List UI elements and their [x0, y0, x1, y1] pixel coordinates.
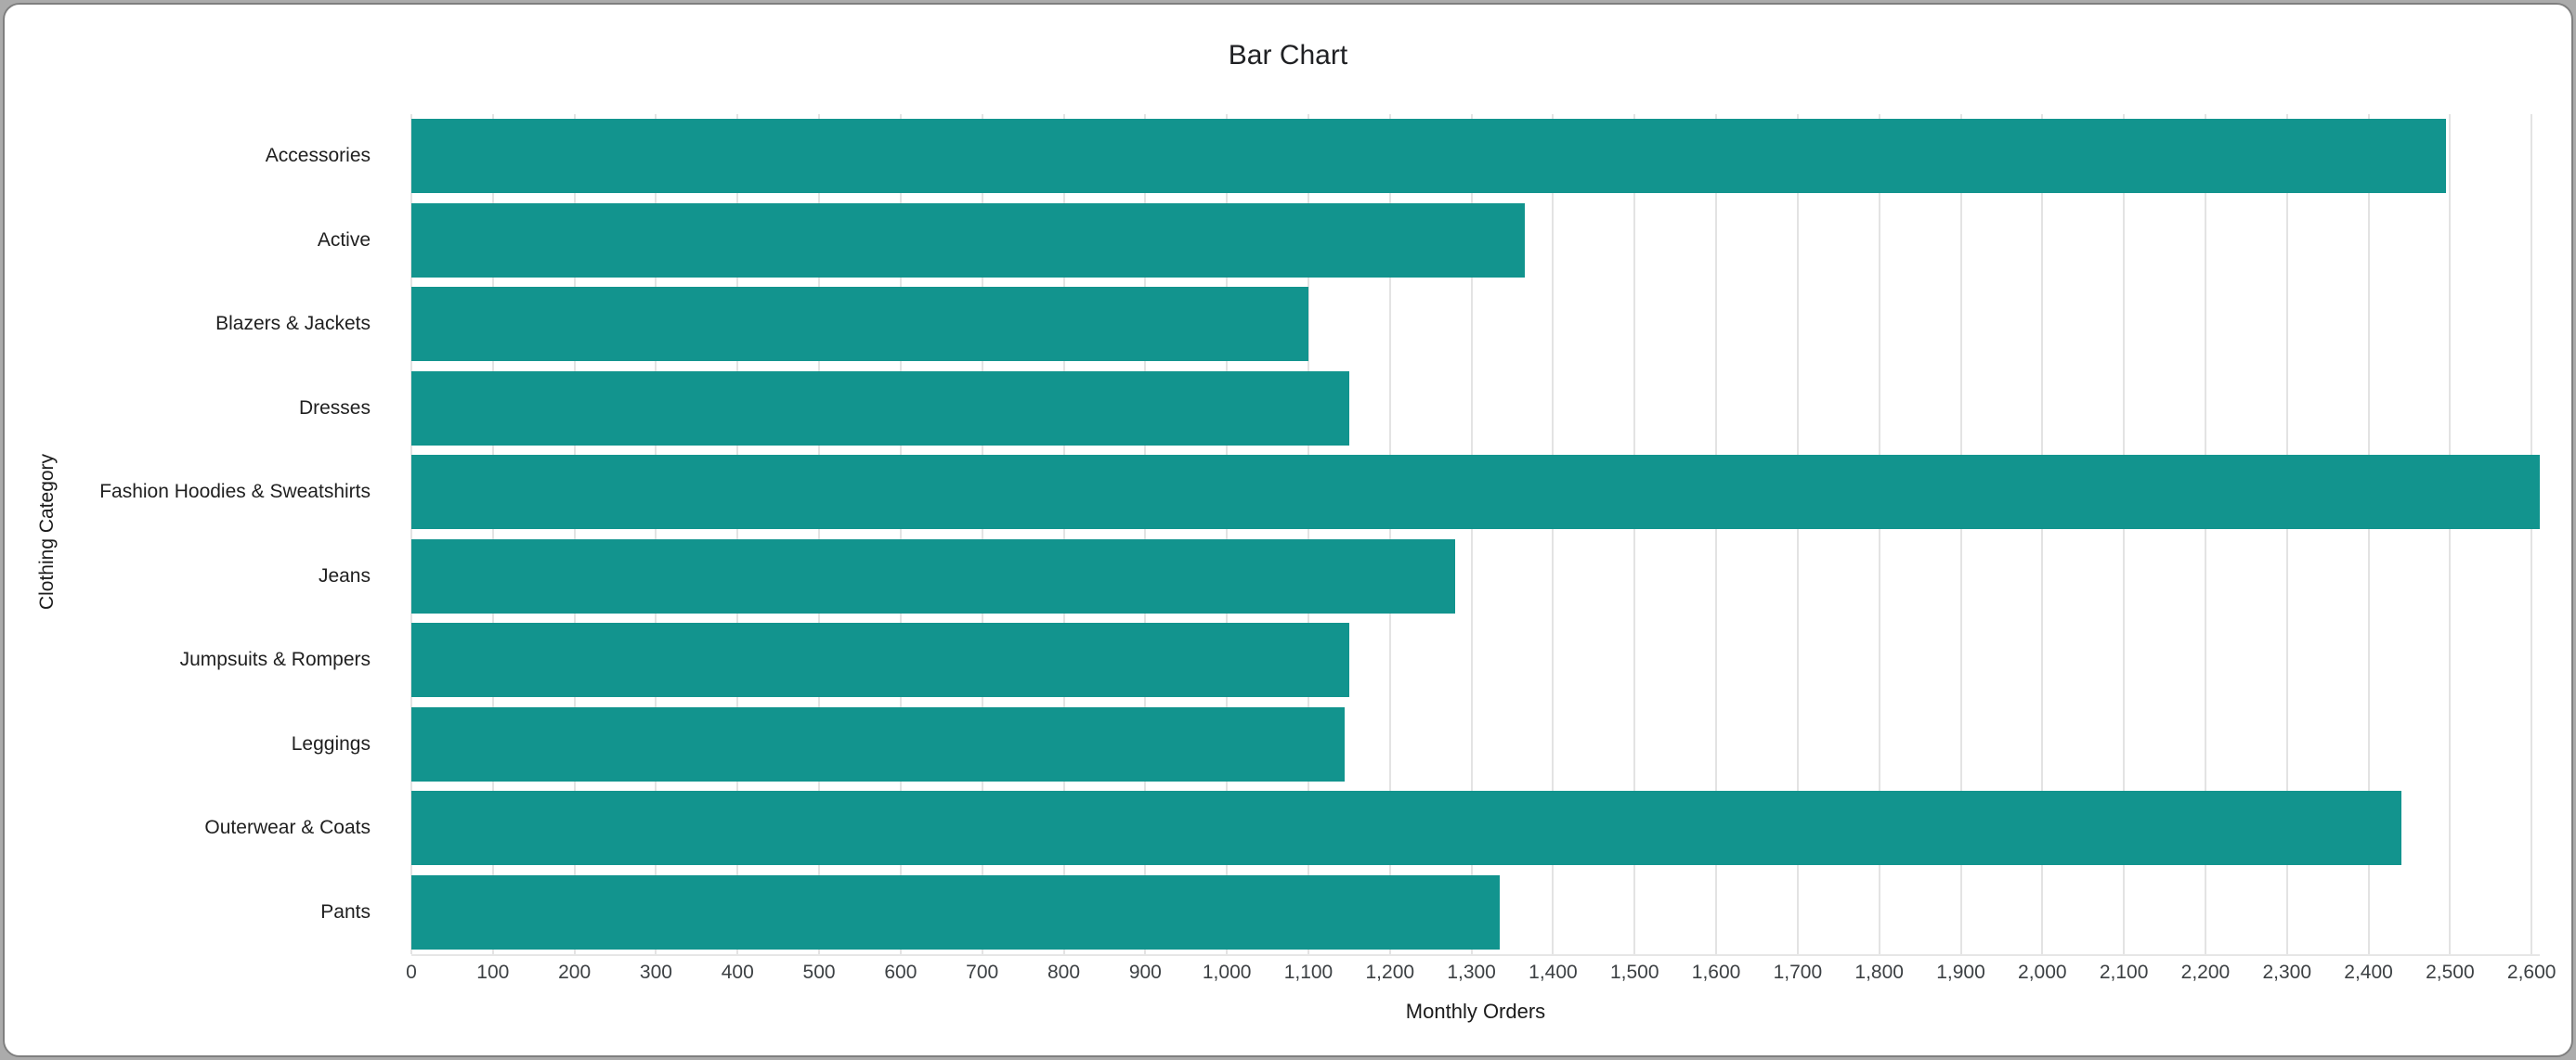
gridline [1796, 114, 1799, 954]
bar-jumpsuits-rompers [411, 623, 1349, 698]
x-tick-label: 200 [558, 962, 592, 983]
plot-area [410, 114, 2540, 956]
category-label-active: Active [317, 228, 371, 251]
gridline [573, 114, 576, 954]
x-tick-label: 1,900 [1936, 962, 1985, 983]
x-tick-label: 1,000 [1202, 962, 1252, 983]
gridline [2041, 114, 2044, 954]
category-label-leggings: Leggings [291, 732, 371, 755]
bar-row [411, 282, 2540, 367]
gridline [2204, 114, 2206, 954]
category-label-pants: Pants [320, 900, 371, 923]
bar-row [411, 114, 2540, 199]
chart-card: Bar Chart Clothing Category Accessories A… [3, 3, 2573, 1057]
bar-row [411, 199, 2540, 283]
gridline [410, 114, 412, 954]
x-tick-label: 1,400 [1529, 962, 1578, 983]
bar-pants [411, 874, 1501, 950]
gridline [1062, 114, 1065, 954]
x-tick-label: 1,200 [1365, 962, 1415, 983]
bar-leggings [411, 706, 1346, 782]
category-axis-labels: Accessories Active Blazers & Jackets Dresse… [5, 114, 389, 954]
x-tick-label: 2,000 [2018, 962, 2067, 983]
bar-fashion-hoodies-sweatshirts [411, 455, 2540, 530]
x-tick-label: 700 [966, 962, 999, 983]
x-tick-label: 1,600 [1691, 962, 1741, 983]
gridline [2530, 114, 2533, 954]
x-tick-label: 100 [476, 962, 510, 983]
gridline [1633, 114, 1636, 954]
gridline [1470, 114, 1473, 954]
bar-row [411, 871, 2540, 955]
x-tick-label: 2,200 [2180, 962, 2231, 983]
category-label-accessories: Accessories [265, 145, 371, 167]
x-tick-label: 800 [1047, 962, 1081, 983]
x-tick-label: 300 [639, 962, 672, 983]
x-tick-label: 2,500 [2426, 962, 2475, 983]
gridline [1307, 114, 1309, 954]
x-tick-label: 1,100 [1283, 962, 1334, 983]
bar-row [411, 535, 2540, 619]
gridline [655, 114, 657, 954]
x-tick-label: 0 [406, 962, 417, 983]
bar-row [411, 367, 2540, 451]
gridline [1388, 114, 1391, 954]
x-tick-label: 2,300 [2262, 962, 2312, 983]
category-label-jumpsuits-rompers: Jumpsuits & Rompers [179, 649, 371, 671]
x-tick-label: 2,400 [2344, 962, 2393, 983]
x-tick-label: 400 [721, 962, 754, 983]
category-label-jeans: Jeans [318, 564, 371, 587]
x-tick-label: 900 [1128, 962, 1162, 983]
x-axis-title: Monthly Orders [1405, 1000, 1546, 1023]
bar-row [411, 618, 2540, 703]
category-label-dresses: Dresses [298, 396, 371, 419]
bar-row [411, 450, 2540, 535]
x-tick-label: 600 [884, 962, 917, 983]
category-label-outerwear-coats: Outerwear & Coats [204, 817, 371, 839]
gridline [818, 114, 821, 954]
x-axis-tick-labels: 0 100 200 300 400 500 600 700 800 900 1,000 1,100 1,… [406, 962, 2556, 991]
gridline [1878, 114, 1880, 954]
x-tick-label: 1,500 [1609, 962, 1659, 983]
gridline [2285, 114, 2288, 954]
bar-row [411, 786, 2540, 871]
chart-title: Bar Chart [1228, 40, 1348, 71]
gridline [2449, 114, 2452, 954]
x-tick-label: 1,800 [1854, 962, 1904, 983]
gridline [1552, 114, 1555, 954]
x-tick-label: 1,700 [1773, 962, 1823, 983]
x-tick-label: 1,300 [1447, 962, 1496, 983]
gridline [491, 114, 494, 954]
bar-row [411, 703, 2540, 787]
gridline [2123, 114, 2126, 954]
category-label-blazers-jackets: Blazers & Jackets [215, 313, 371, 335]
gridline [899, 114, 902, 954]
bar-jeans [411, 538, 1456, 614]
category-label-fashion-hoodies-sweatshirts: Fashion Hoodies & Sweatshirts [99, 481, 371, 503]
x-tick-label: 500 [802, 962, 836, 983]
bar-active [411, 202, 1525, 278]
gridline [1144, 114, 1147, 954]
bar-accessories [411, 119, 2446, 194]
gridline [1226, 114, 1229, 954]
gridline [981, 114, 983, 954]
x-tick-label: 2,600 [2506, 962, 2556, 983]
gridline [2367, 114, 2370, 954]
bars-container [411, 114, 2540, 954]
gridline [736, 114, 739, 954]
bar-dresses [411, 370, 1349, 446]
gridline [1959, 114, 1962, 954]
bar-blazers-jackets [411, 287, 1308, 362]
bar-outerwear-coats [411, 791, 2401, 866]
gridline [1715, 114, 1718, 954]
x-tick-label: 2,100 [2099, 962, 2149, 983]
